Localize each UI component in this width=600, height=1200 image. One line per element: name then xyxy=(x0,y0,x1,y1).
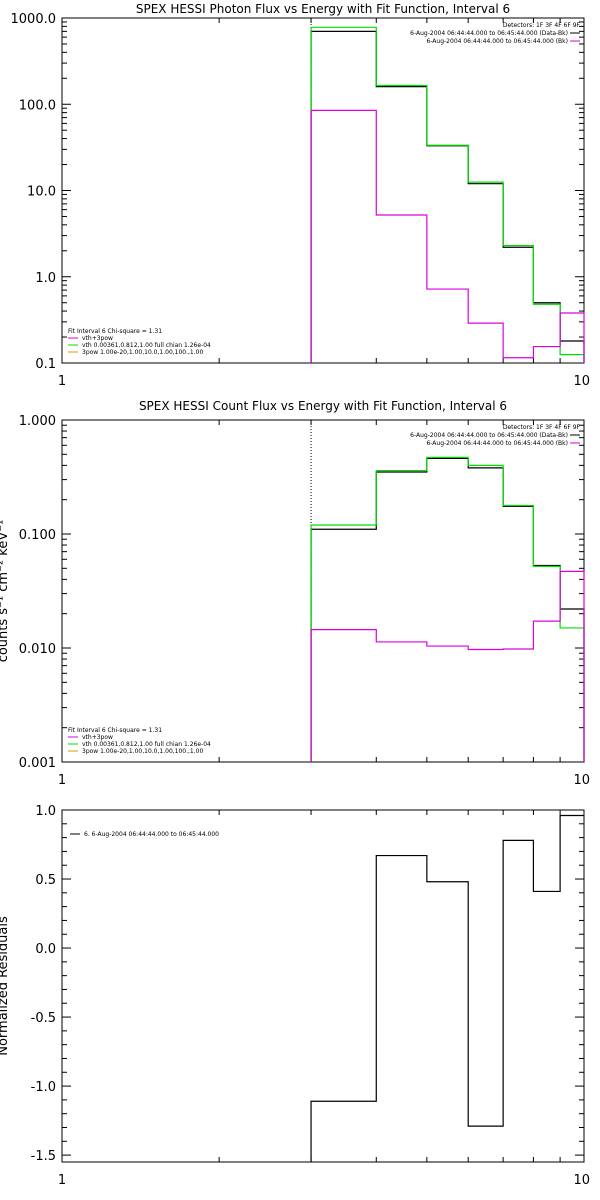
y-tick-label: 1.0 xyxy=(35,271,56,286)
series-black-histogram xyxy=(310,457,585,762)
x-tick-label: 10 xyxy=(573,773,590,788)
legend-entry: 6. 6-Aug-2004 06:44:44.000 to 06:45:44.0… xyxy=(84,831,219,838)
x-tick-label: 1 xyxy=(58,374,66,389)
y-tick-label: 1.0 xyxy=(35,804,56,819)
y-tick-label: 0.0 xyxy=(35,942,56,957)
plot-frame xyxy=(61,809,585,1163)
series-green-histogram xyxy=(310,26,585,363)
x-tick-label: 10 xyxy=(573,374,590,389)
chart-panel-1: SPEX HESSI Photon Flux vs Energy with Fi… xyxy=(11,2,591,389)
chart-title: SPEX HESSI Count Flux vs Energy with Fit… xyxy=(139,399,507,413)
y-tick-label: 10.0 xyxy=(27,185,56,200)
x-tick-label: 10 xyxy=(573,1173,590,1188)
series-magenta-histogram xyxy=(310,570,585,762)
y-axis-label: counts s⁻¹ cm⁻² keV⁻¹ xyxy=(0,520,11,663)
legend-bottom-entry: vth+3pow xyxy=(82,335,113,342)
y-tick-label: 100.0 xyxy=(19,98,56,113)
y-tick-label: 0.1 xyxy=(35,357,56,372)
legend-bottom-entry: 3pow 1.00e-20,1.00,10.0,1.00,100.,1.00 xyxy=(82,748,203,755)
legend-top-entry: Detectors: 1F 3F 4F 6F 9F xyxy=(503,424,581,431)
plot-frame xyxy=(61,419,585,763)
y-axis-label: Normalized Residuals xyxy=(0,916,11,1056)
y-tick-label: 1.000 xyxy=(19,414,56,429)
chart-panel-2: SPEX HESSI Count Flux vs Energy with Fit… xyxy=(0,399,590,788)
plot-frame xyxy=(61,17,585,364)
y-tick-label: -1.5 xyxy=(31,1149,56,1164)
y-tick-label: 0.5 xyxy=(35,873,56,888)
y-tick-label: -0.5 xyxy=(31,1011,56,1026)
legend-bottom-entry: Fit Interval 6 Chi-square = 1.31 xyxy=(68,727,162,734)
y-tick-label: 0.100 xyxy=(19,528,56,543)
series-black-histogram xyxy=(310,30,585,363)
y-tick-label: 0.010 xyxy=(19,642,56,657)
legend-bottom-entry: vth+3pow xyxy=(82,734,113,741)
chart-panel-3: 1 10 -1.5 -1.0 -0.5 0.0 0.5 1.0 Normalized Resid… xyxy=(0,804,590,1188)
y-tick-label: 0.001 xyxy=(19,756,56,771)
legend-bottom-entry: vth 0.00361,0.812,1.00 full chian 1.26e-… xyxy=(82,741,211,748)
x-tick-label: 1 xyxy=(58,773,66,788)
legend-bottom-entry: Fit Interval 6 Chi-square = 1.31 xyxy=(68,328,162,335)
y-tick-label: 1000.0 xyxy=(11,12,57,27)
series-black-histogram xyxy=(310,814,584,1162)
legend-top-entry: Detectors: 1F 3F 4F 6F 9F xyxy=(503,22,581,29)
legend-bottom-entry: vth 0.00361,0.812,1.00 full chian 1.26e-… xyxy=(82,342,211,349)
legend-top-entry: 6-Aug-2004 06:44:44.000 to 06:45:44.000 … xyxy=(426,440,568,447)
series-green-histogram xyxy=(310,456,585,762)
legend-top-entry: 6-Aug-2004 06:44:44.000 to 06:45:44.000 … xyxy=(426,38,568,45)
y-tick-label: -1.0 xyxy=(31,1080,56,1095)
series-magenta-histogram xyxy=(310,109,585,363)
legend-top-entry: 6-Aug-2004 06:44:44.000 to 06:45:44.000 … xyxy=(410,432,568,439)
legend-bottom-entry: 3pow 1.00e-20,1.00,10.0,1.00,100.,1.00 xyxy=(82,349,203,356)
x-tick-label: 1 xyxy=(58,1173,66,1188)
legend-top-entry: 6-Aug-2004 06:44:44.000 to 06:45:44.000 … xyxy=(410,30,568,37)
chart-title: SPEX HESSI Photon Flux vs Energy with Fi… xyxy=(136,2,510,16)
